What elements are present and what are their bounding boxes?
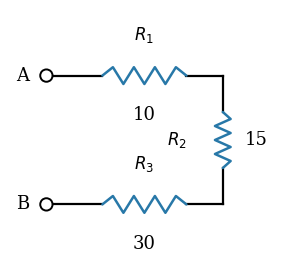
Text: B: B: [16, 195, 29, 213]
Text: 15: 15: [245, 131, 268, 149]
Text: A: A: [16, 67, 29, 85]
Text: $R_1$: $R_1$: [134, 25, 154, 45]
Text: $R_3$: $R_3$: [134, 154, 154, 174]
Text: 10: 10: [133, 106, 156, 124]
Text: 30: 30: [133, 235, 156, 253]
Text: $R_2$: $R_2$: [167, 130, 186, 150]
